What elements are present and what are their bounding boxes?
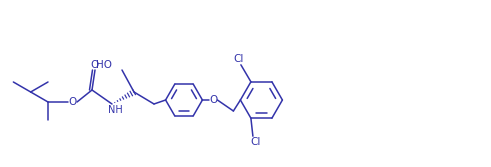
Text: O: O [209,95,218,105]
Text: NH: NH [108,105,122,115]
Text: HO: HO [96,60,112,70]
Text: Cl: Cl [251,137,261,147]
Text: O: O [69,97,77,107]
Text: Cl: Cl [234,54,244,64]
Text: O: O [91,60,99,70]
